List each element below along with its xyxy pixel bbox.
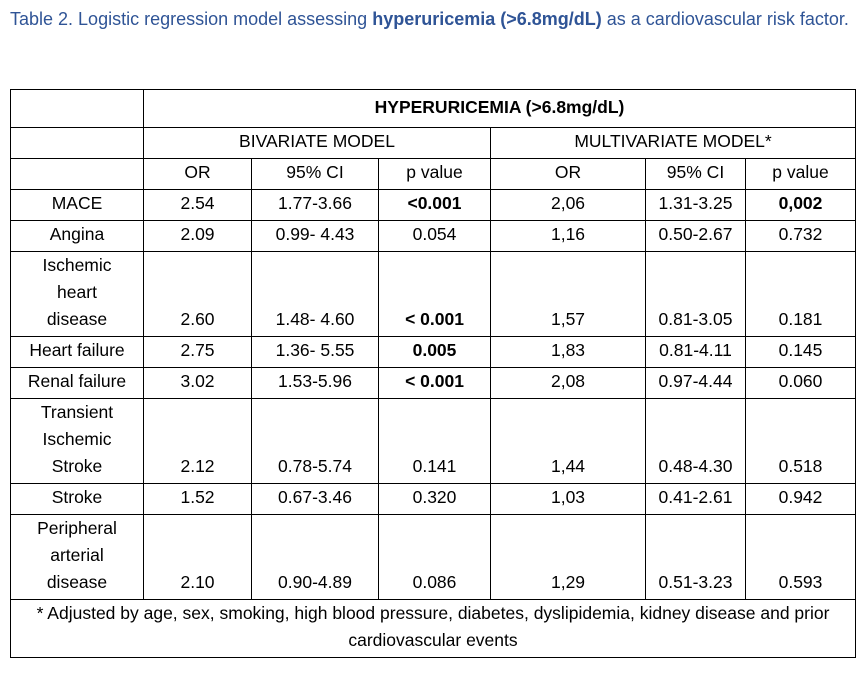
empty-corner-cell (10, 89, 144, 128)
table-cell: 0.060 (744, 367, 857, 399)
table-caption: Table 2. Logistic regression model asses… (10, 6, 860, 32)
row-label: Renal failure (10, 367, 144, 399)
caption-prefix: Table 2. Logistic regression model asses… (10, 9, 373, 29)
model-header-row: BIVARIATE MODEL MULTIVARIATE MODEL* (10, 127, 857, 159)
bivariate-header: BIVARIATE MODEL (143, 127, 491, 159)
table-cell: 0,002 (744, 189, 857, 221)
table-cell: 0.41-2.61 (645, 483, 746, 515)
table-cell: 2,08 (490, 367, 646, 399)
table-cell: 2.54 (143, 189, 252, 221)
table-row: Peripheral arterial disease 2.10 0.90-4.89… (10, 514, 857, 600)
table-cell: 2.12 (143, 398, 252, 484)
footnote-row: * Adjusted by age, sex, smoking, high bl… (9, 599, 857, 658)
regression-table: HYPERURICEMIA (>6.8mg/dL) BIVARIATE MODE… (9, 89, 857, 658)
table-cell: 1,16 (490, 220, 646, 252)
table-cell: 1.31-3.25 (645, 189, 746, 221)
table-cell: 0.054 (378, 220, 491, 252)
table-cell: 3.02 (143, 367, 252, 399)
table-cell: 0.005 (378, 336, 491, 368)
table-row: Angina 2.09 0.99- 4.43 0.054 1,16 0.50-2.67 0.… (10, 220, 857, 252)
table-cell: <0.001 (378, 189, 491, 221)
table-cell: 0.145 (744, 336, 857, 368)
table-cell: 2.75 (143, 336, 252, 368)
table-cell: 0.50-2.67 (645, 220, 746, 252)
table-row: MACE 2.54 1.77-3.66 <0.001 2,06 1.31-3.25 0,00… (10, 189, 857, 221)
table-cell: 1.36- 5.55 (251, 336, 379, 368)
column-header: OR (490, 158, 646, 190)
table-cell: 0.67-3.46 (251, 483, 379, 515)
table-cell: 2.60 (143, 251, 252, 337)
column-header: p value (744, 158, 857, 190)
table-cell: 1.52 (143, 483, 252, 515)
table-cell: 1.77-3.66 (251, 189, 379, 221)
table-cell: 1.53-5.96 (251, 367, 379, 399)
table-cell: 2.10 (143, 514, 252, 600)
table-cell: 0.51-3.23 (645, 514, 746, 600)
table-cell: 2.09 (143, 220, 252, 252)
table-cell: 1,29 (490, 514, 646, 600)
caption-suffix: as a cardiovascular risk factor. (601, 9, 849, 29)
empty-corner-cell (10, 127, 144, 159)
table-row: Ischemic heart disease 2.60 1.48- 4.60 < 0.… (10, 251, 857, 337)
table-cell: 0.81-4.11 (645, 336, 746, 368)
table-cell: 1,57 (490, 251, 646, 337)
table-cell: 0.99- 4.43 (251, 220, 379, 252)
table-cell: 2,06 (490, 189, 646, 221)
multivariate-header: MULTIVARIATE MODEL* (489, 127, 857, 159)
column-header: 95% CI (645, 158, 746, 190)
table-cell: 1,03 (490, 483, 646, 515)
row-label: Peripheral arterial disease (10, 514, 144, 600)
table-cell: < 0.001 (378, 367, 491, 399)
table-cell: 0.320 (378, 483, 491, 515)
table-cell: 0.593 (744, 514, 857, 600)
table-cell: < 0.001 (378, 251, 491, 337)
table-cell: 0.78-5.74 (251, 398, 379, 484)
caption-bold: hyperuricemia (>6.8mg/dL) (372, 9, 602, 29)
table-cell: 0.81-3.05 (645, 251, 746, 337)
table-cell: 0.181 (744, 251, 857, 337)
row-label: Stroke (10, 483, 144, 515)
table-cell: 0.942 (744, 483, 857, 515)
row-label: Angina (10, 220, 144, 252)
table-row: Transient Ischemic Stroke 2.12 0.78-5.74 0.… (10, 398, 857, 484)
table-cell: 1.48- 4.60 (251, 251, 379, 337)
column-header: 95% CI (251, 158, 379, 190)
table-row: Renal failure 3.02 1.53-5.96 < 0.001 2,08 0.9… (10, 367, 857, 399)
table-cell: 0.97-4.44 (645, 367, 746, 399)
empty-corner-cell (10, 158, 144, 190)
column-header: OR (143, 158, 252, 190)
table-row: Heart failure 2.75 1.36- 5.55 0.005 1,83 0.81… (10, 336, 857, 368)
table-cell: 1,44 (490, 398, 646, 484)
row-label: Transient Ischemic Stroke (10, 398, 144, 484)
row-label: Heart failure (10, 336, 144, 368)
table-cell: 0.141 (378, 398, 491, 484)
table-cell: 0.732 (744, 220, 857, 252)
table-cell: 0.90-4.89 (251, 514, 379, 600)
table-cell: 0.48-4.30 (645, 398, 746, 484)
row-label: Ischemic heart disease (10, 251, 144, 337)
column-header-row: OR 95% CI p value OR 95% CI p value (10, 158, 857, 190)
footnote: * Adjusted by age, sex, smoking, high bl… (9, 599, 857, 658)
group-header-row: HYPERURICEMIA (>6.8mg/dL) (10, 89, 857, 128)
table-cell: 0.086 (378, 514, 491, 600)
group-header: HYPERURICEMIA (>6.8mg/dL) (142, 89, 857, 128)
column-header: p value (378, 158, 491, 190)
row-label: MACE (10, 189, 144, 221)
table-row: Stroke 1.52 0.67-3.46 0.320 1,03 0.41-2.61 0.9… (10, 483, 857, 515)
table-cell: 1,83 (490, 336, 646, 368)
table-cell: 0.518 (744, 398, 857, 484)
